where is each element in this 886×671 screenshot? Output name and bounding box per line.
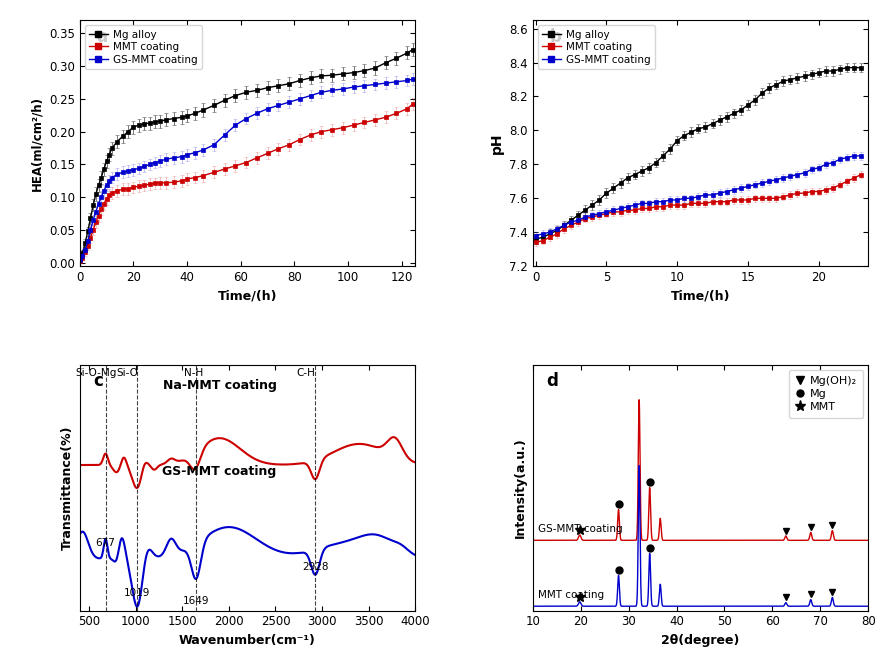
X-axis label: 2θ(degree): 2θ(degree) <box>661 634 740 647</box>
Legend: Mg alloy, MMT coating, GS-MMT coating: Mg alloy, MMT coating, GS-MMT coating <box>538 25 655 69</box>
Text: MMT coating: MMT coating <box>538 590 603 601</box>
Text: 1649: 1649 <box>183 596 209 606</box>
Text: N-H: N-H <box>183 368 203 378</box>
Y-axis label: HEA(ml/cm²/h): HEA(ml/cm²/h) <box>30 96 43 191</box>
X-axis label: Wavenumber(cm⁻¹): Wavenumber(cm⁻¹) <box>179 634 316 647</box>
Text: 1019: 1019 <box>124 588 151 598</box>
Text: C-H: C-H <box>297 368 315 378</box>
Text: a: a <box>97 28 107 46</box>
X-axis label: Time/(h): Time/(h) <box>671 290 730 303</box>
Text: Si-O: Si-O <box>116 368 138 378</box>
Text: Si-O-Mg: Si-O-Mg <box>75 368 116 378</box>
Text: b: b <box>549 28 562 46</box>
Legend: Mg alloy, MMT coating, GS-MMT coating: Mg alloy, MMT coating, GS-MMT coating <box>85 25 202 69</box>
Text: 2928: 2928 <box>302 562 329 572</box>
Y-axis label: pH: pH <box>490 132 503 154</box>
Y-axis label: Intensity(a.u.): Intensity(a.u.) <box>514 437 527 538</box>
Text: GS-MMT coating: GS-MMT coating <box>162 465 276 478</box>
Y-axis label: Transmittance(%): Transmittance(%) <box>61 425 74 550</box>
Legend: Mg(OH)₂, Mg, MMT: Mg(OH)₂, Mg, MMT <box>789 370 863 418</box>
X-axis label: Time/(h): Time/(h) <box>218 290 277 303</box>
Text: Na-MMT coating: Na-MMT coating <box>163 379 276 393</box>
Text: 677: 677 <box>96 538 115 548</box>
Text: c: c <box>93 372 103 390</box>
Text: GS-MMT coating: GS-MMT coating <box>538 525 622 534</box>
Text: d: d <box>546 372 558 390</box>
